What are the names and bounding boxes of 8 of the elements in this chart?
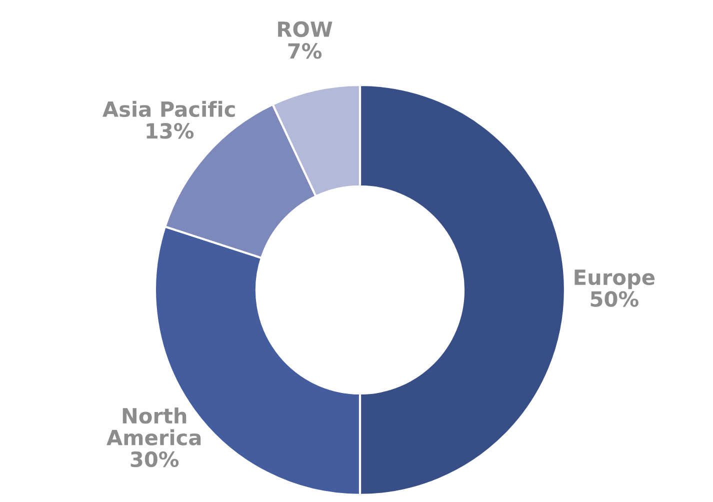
slice-label: North America <box>106 408 201 446</box>
data-label: 13% <box>146 123 194 139</box>
slice-label: Asia Pacific <box>102 100 235 118</box>
slice-label: ROW <box>278 21 332 38</box>
data-label: 30% <box>130 451 179 468</box>
data-label: 50% <box>590 291 638 307</box>
data-label: 7% <box>288 43 322 59</box>
slice-label: Europe <box>574 270 655 290</box>
